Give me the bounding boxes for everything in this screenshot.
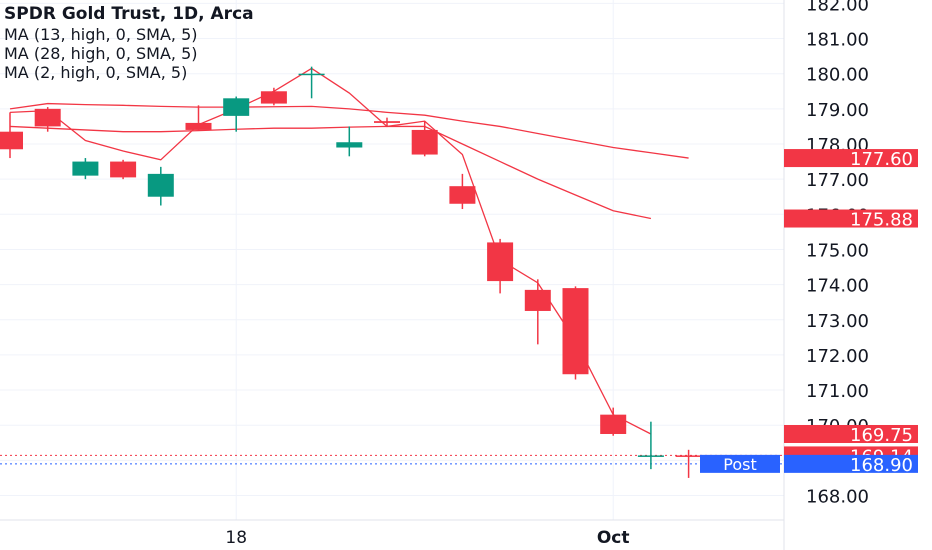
candle-body: [147, 173, 174, 197]
ma-line-1: [9, 102, 689, 159]
candle-body: [336, 142, 363, 148]
y-tick-label: 168.00: [806, 487, 869, 508]
price-label-box: [784, 149, 918, 168]
y-tick-label: 172.00: [806, 346, 869, 367]
candle-body: [298, 73, 325, 76]
ma-line-2: [9, 125, 652, 220]
y-tick-label: 173.00: [806, 311, 869, 332]
candle-body: [637, 455, 664, 457]
y-tick-label: 175.00: [806, 240, 869, 261]
price-label-box: [784, 209, 918, 228]
y-tick-label: 181.00: [806, 30, 869, 51]
legend-title: SPDR Gold Trust, 1D, Arca: [4, 4, 254, 24]
candle-body: [449, 186, 476, 204]
price-label-box: [784, 454, 918, 473]
post-label-box: [700, 454, 780, 473]
price-label: 175.88: [850, 210, 913, 231]
candle-body: [524, 289, 551, 311]
candle-body: [0, 131, 23, 150]
price-label: 168.90: [850, 455, 913, 476]
candle-body: [185, 122, 212, 130]
y-tick-label: 174.00: [806, 276, 869, 297]
price-label: 169.75: [850, 425, 913, 446]
candle-body: [374, 121, 400, 123]
candle-body: [72, 161, 99, 176]
candle-body: [675, 455, 702, 457]
chart-legend: SPDR Gold Trust, 1D, Arca MA (13, high, …: [4, 3, 254, 82]
price-label: 177.60: [850, 149, 913, 170]
legend-ma-2: MA (2, high, 0, SMA, 5): [4, 63, 188, 82]
candle-body: [110, 161, 137, 178]
price-label-box: [784, 424, 918, 443]
candle-body: [34, 108, 61, 127]
candle-body: [260, 91, 287, 104]
legend-ma-13: MA (13, high, 0, SMA, 5): [4, 25, 198, 44]
candle-body: [600, 414, 627, 434]
y-tick-label: 177.00: [806, 170, 869, 191]
x-tick-label: 18: [225, 528, 247, 548]
y-tick-label: 171.00: [806, 381, 869, 402]
candle-body: [562, 288, 589, 375]
y-tick-label: 180.00: [806, 65, 869, 86]
candle-body: [411, 129, 438, 155]
y-tick-label: 182.00: [806, 0, 869, 15]
x-tick-label: Oct: [597, 528, 630, 548]
candle-body: [487, 242, 514, 282]
post-label: Post: [723, 455, 756, 474]
ma-line-3: [9, 67, 652, 435]
y-tick-label: 179.00: [806, 100, 869, 121]
legend-ma-28: MA (28, high, 0, SMA, 5): [4, 44, 198, 63]
candle-body: [223, 98, 250, 116]
